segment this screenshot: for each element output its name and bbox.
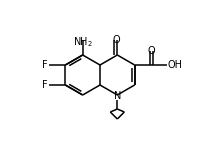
- Text: F: F: [42, 80, 47, 90]
- Text: O: O: [112, 35, 120, 45]
- Text: N: N: [114, 91, 121, 101]
- Text: OH: OH: [168, 60, 183, 70]
- Text: F: F: [42, 60, 47, 70]
- Text: NH$_2$: NH$_2$: [73, 35, 93, 49]
- Text: O: O: [148, 46, 155, 56]
